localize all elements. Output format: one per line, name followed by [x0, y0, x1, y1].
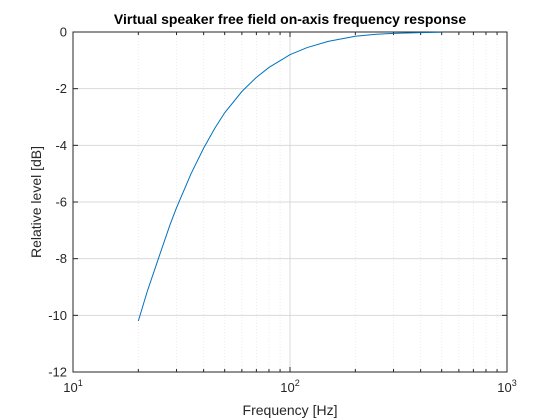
y-axis-label: Relative level [dB] — [28, 146, 44, 258]
series — [137, 31, 442, 322]
y-tick-label: -8 — [55, 251, 67, 266]
y-tick-label: -12 — [48, 365, 67, 380]
y-tick-label: -2 — [55, 81, 67, 96]
response-curve — [137, 31, 442, 322]
x-tick-label: 101 — [63, 378, 82, 395]
x-axis-label: Frequency [Hz] — [243, 402, 338, 418]
chart-title: Virtual speaker free field on-axis frequ… — [114, 11, 466, 27]
y-tick-label: 0 — [60, 25, 67, 40]
y-tick-label: -4 — [55, 138, 67, 153]
y-tick-label: -10 — [48, 308, 67, 323]
y-tick-label: -6 — [55, 195, 67, 210]
x-tick-label: 103 — [497, 378, 516, 395]
x-tick-label: 102 — [280, 378, 299, 395]
ticks: 101 102 103 0 -2 -4 -6 -8 -10 -12 — [48, 25, 517, 396]
grid — [72, 31, 508, 373]
